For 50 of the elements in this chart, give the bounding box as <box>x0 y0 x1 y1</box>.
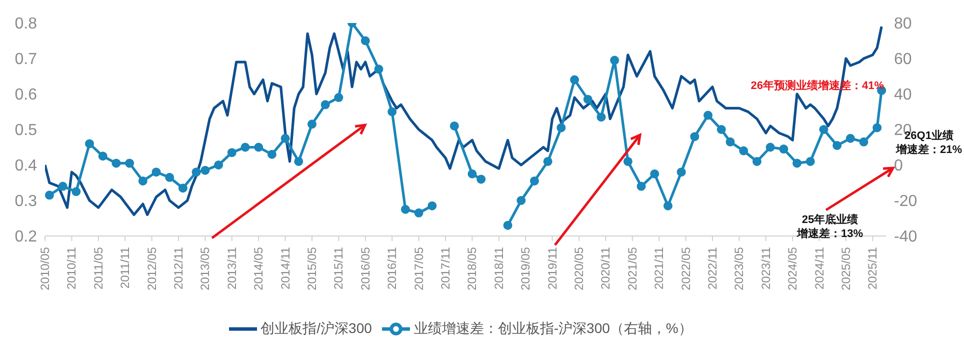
x-tick-label: 2014/05 <box>252 246 266 290</box>
y2-tick-label: 60 <box>894 51 912 68</box>
x-tick-label: 2023/05 <box>732 246 746 290</box>
x-tick-label: 2014/11 <box>278 246 292 290</box>
x-tick-label: 2016/05 <box>358 246 372 290</box>
x-tick-label: 2012/05 <box>144 246 159 290</box>
x-tick-label: 2025/11 <box>866 246 880 290</box>
y-tick-label: 0.3 <box>14 193 38 210</box>
x-tick-label: 2017/05 <box>412 246 426 290</box>
x-tick-label: 2021/05 <box>625 246 640 290</box>
x-tick-label: 2020/11 <box>598 246 613 290</box>
x-tick-label: 2017/11 <box>438 246 452 290</box>
x-tick-label: 2022/11 <box>705 246 720 290</box>
y2-tick-label: 0 <box>894 158 903 175</box>
annotation: 增速差：13% <box>796 228 864 241</box>
x-tick-label: 2019/11 <box>545 246 560 290</box>
x-tick-label: 2015/11 <box>332 246 346 290</box>
x-tick-label: 2013/05 <box>198 246 212 290</box>
y-tick-label: 0.6 <box>14 86 38 104</box>
x-tick-label: 2024/05 <box>786 246 800 290</box>
x-tick-label: 2011/11 <box>118 246 132 289</box>
text: 增速差：21% <box>895 144 963 157</box>
x-tick-label: 2025/05 <box>838 246 853 290</box>
x-tick-label: 2023/11 <box>758 246 773 290</box>
y-tick-label: 0.5 <box>14 122 38 140</box>
x-tick-label: 2010/05 <box>38 246 52 290</box>
y-tick-label: 0.8 <box>14 16 38 33</box>
annotation: 25年底业绩 <box>800 214 860 227</box>
x-tick-label: 2021/11 <box>652 246 666 290</box>
x-tick-label: 2018/05 <box>465 246 480 290</box>
x-tick-label: 2022/05 <box>678 246 693 290</box>
y-tick-label: 0.2 <box>14 228 38 246</box>
x-tick-label: 2010/11 <box>64 246 79 290</box>
x-tick-label: 2011/05 <box>91 246 106 290</box>
x-tick-label: 2016/11 <box>385 246 400 290</box>
x-tick-label: 2015/05 <box>304 246 319 290</box>
legend-label: 创业板指/沪深300 <box>260 320 372 336</box>
x-tick-label: 2020/05 <box>572 246 586 290</box>
y-tick-label: 0.4 <box>14 158 38 175</box>
legend-label: 业绩增速差：创业板指-沪深300（右轴，%） <box>414 320 692 336</box>
x-tick-label: 2018/11 <box>492 246 506 290</box>
y2-tick-label: -40 <box>894 228 918 246</box>
x-tick-label: 2013/11 <box>224 246 239 290</box>
y2-tick-label: 80 <box>894 16 912 33</box>
x-tick-label: 2012/11 <box>171 246 186 290</box>
y2-tick-label: -20 <box>894 193 918 210</box>
y2-tick-label: 40 <box>894 86 912 104</box>
y-tick-label: 0.7 <box>14 51 38 68</box>
x-tick-label: 2019/05 <box>518 246 533 290</box>
x-tick-label: 2024/11 <box>812 246 826 290</box>
